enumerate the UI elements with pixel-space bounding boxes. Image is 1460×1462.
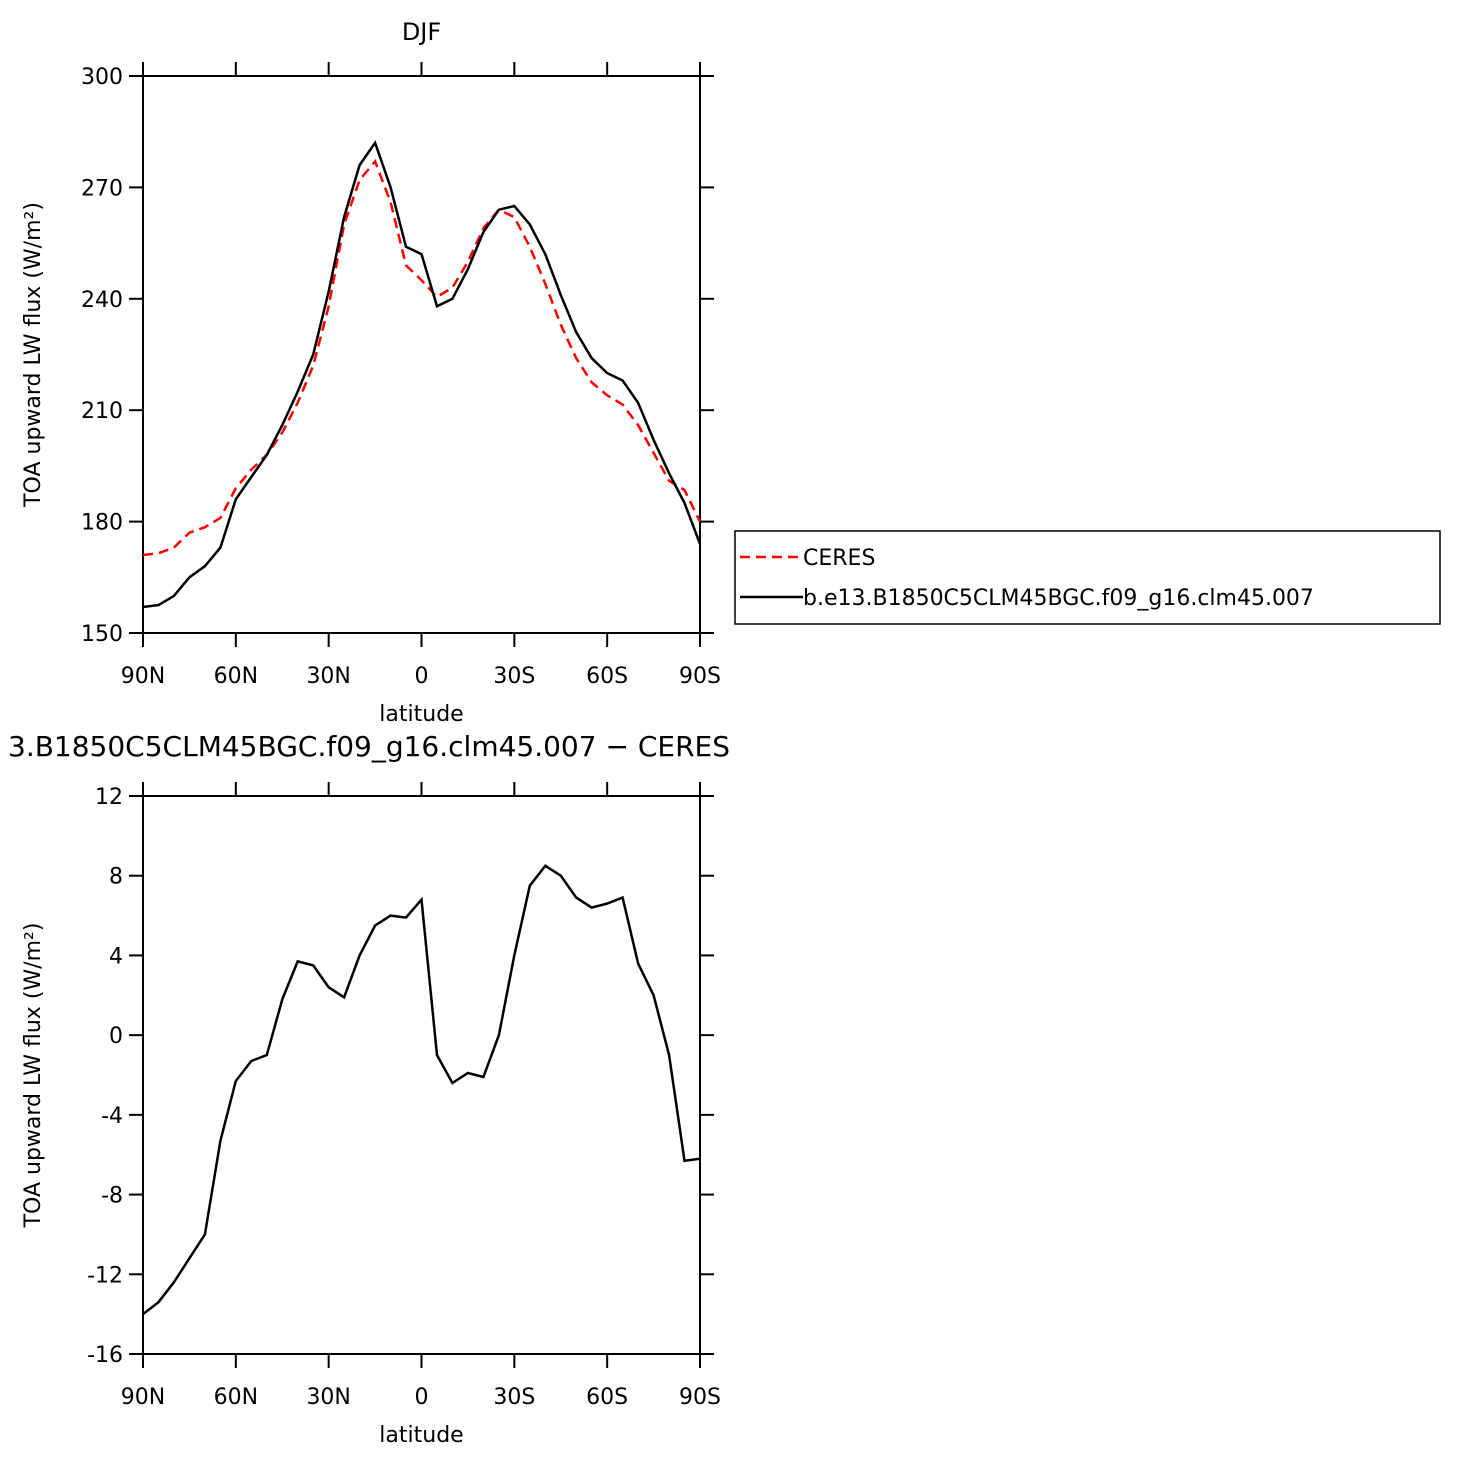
x-tick-label: 30S (493, 1385, 535, 1410)
plot-frame (142, 75, 701, 634)
y-tick-label: 270 (81, 176, 123, 201)
legend-label: CERES (803, 546, 875, 571)
y-tick-label: -12 (87, 1263, 123, 1288)
x-tick-label: 0 (415, 1385, 429, 1410)
x-tick-label: 90S (679, 664, 721, 689)
legend-box (734, 530, 1441, 625)
x-tick-label: 90N (121, 664, 165, 689)
x-axis-label: latitude (379, 1423, 463, 1448)
x-tick-label: 60N (214, 664, 258, 689)
x-tick-label: 90S (679, 1385, 721, 1410)
x-tick-label: 0 (415, 664, 429, 689)
x-tick-label: 60N (214, 1385, 258, 1410)
y-tick-label: 0 (109, 1024, 123, 1049)
chart-title: 3.B1850C5CLM45BGC.f09_g16.clm45.007 − CE… (8, 730, 730, 763)
series-line (142, 158, 702, 557)
y-axis-label: TOA upward LW flux (W/m²) (21, 923, 46, 1229)
x-tick-label: 30S (493, 664, 535, 689)
x-tick-label: 60S (586, 1385, 628, 1410)
y-tick-label: 12 (95, 785, 123, 810)
chart-title: DJF (402, 18, 441, 46)
x-tick-label: 30N (306, 1385, 350, 1410)
y-tick-label: 8 (109, 865, 123, 890)
plot-frame (142, 795, 701, 1355)
y-tick-label: 150 (81, 622, 123, 647)
legend-label: b.e13.B1850C5CLM45BGC.f09_g16.clm45.007 (803, 586, 1314, 611)
y-tick-label: 210 (81, 399, 123, 424)
x-tick-label: 90N (121, 1385, 165, 1410)
y-tick-label: 300 (81, 65, 123, 90)
y-tick-label: -4 (101, 1104, 123, 1129)
y-axis-label: TOA upward LW flux (W/m²) (21, 202, 46, 508)
y-tick-label: -16 (87, 1343, 123, 1368)
y-tick-label: 240 (81, 288, 123, 313)
x-tick-label: 60S (586, 664, 628, 689)
series-line (142, 864, 701, 1316)
y-tick-label: 4 (109, 944, 123, 969)
series-line (142, 140, 702, 609)
y-tick-label: 180 (81, 511, 123, 536)
x-axis-label: latitude (379, 702, 463, 727)
x-tick-label: 30N (306, 664, 350, 689)
y-tick-label: -8 (101, 1184, 123, 1209)
